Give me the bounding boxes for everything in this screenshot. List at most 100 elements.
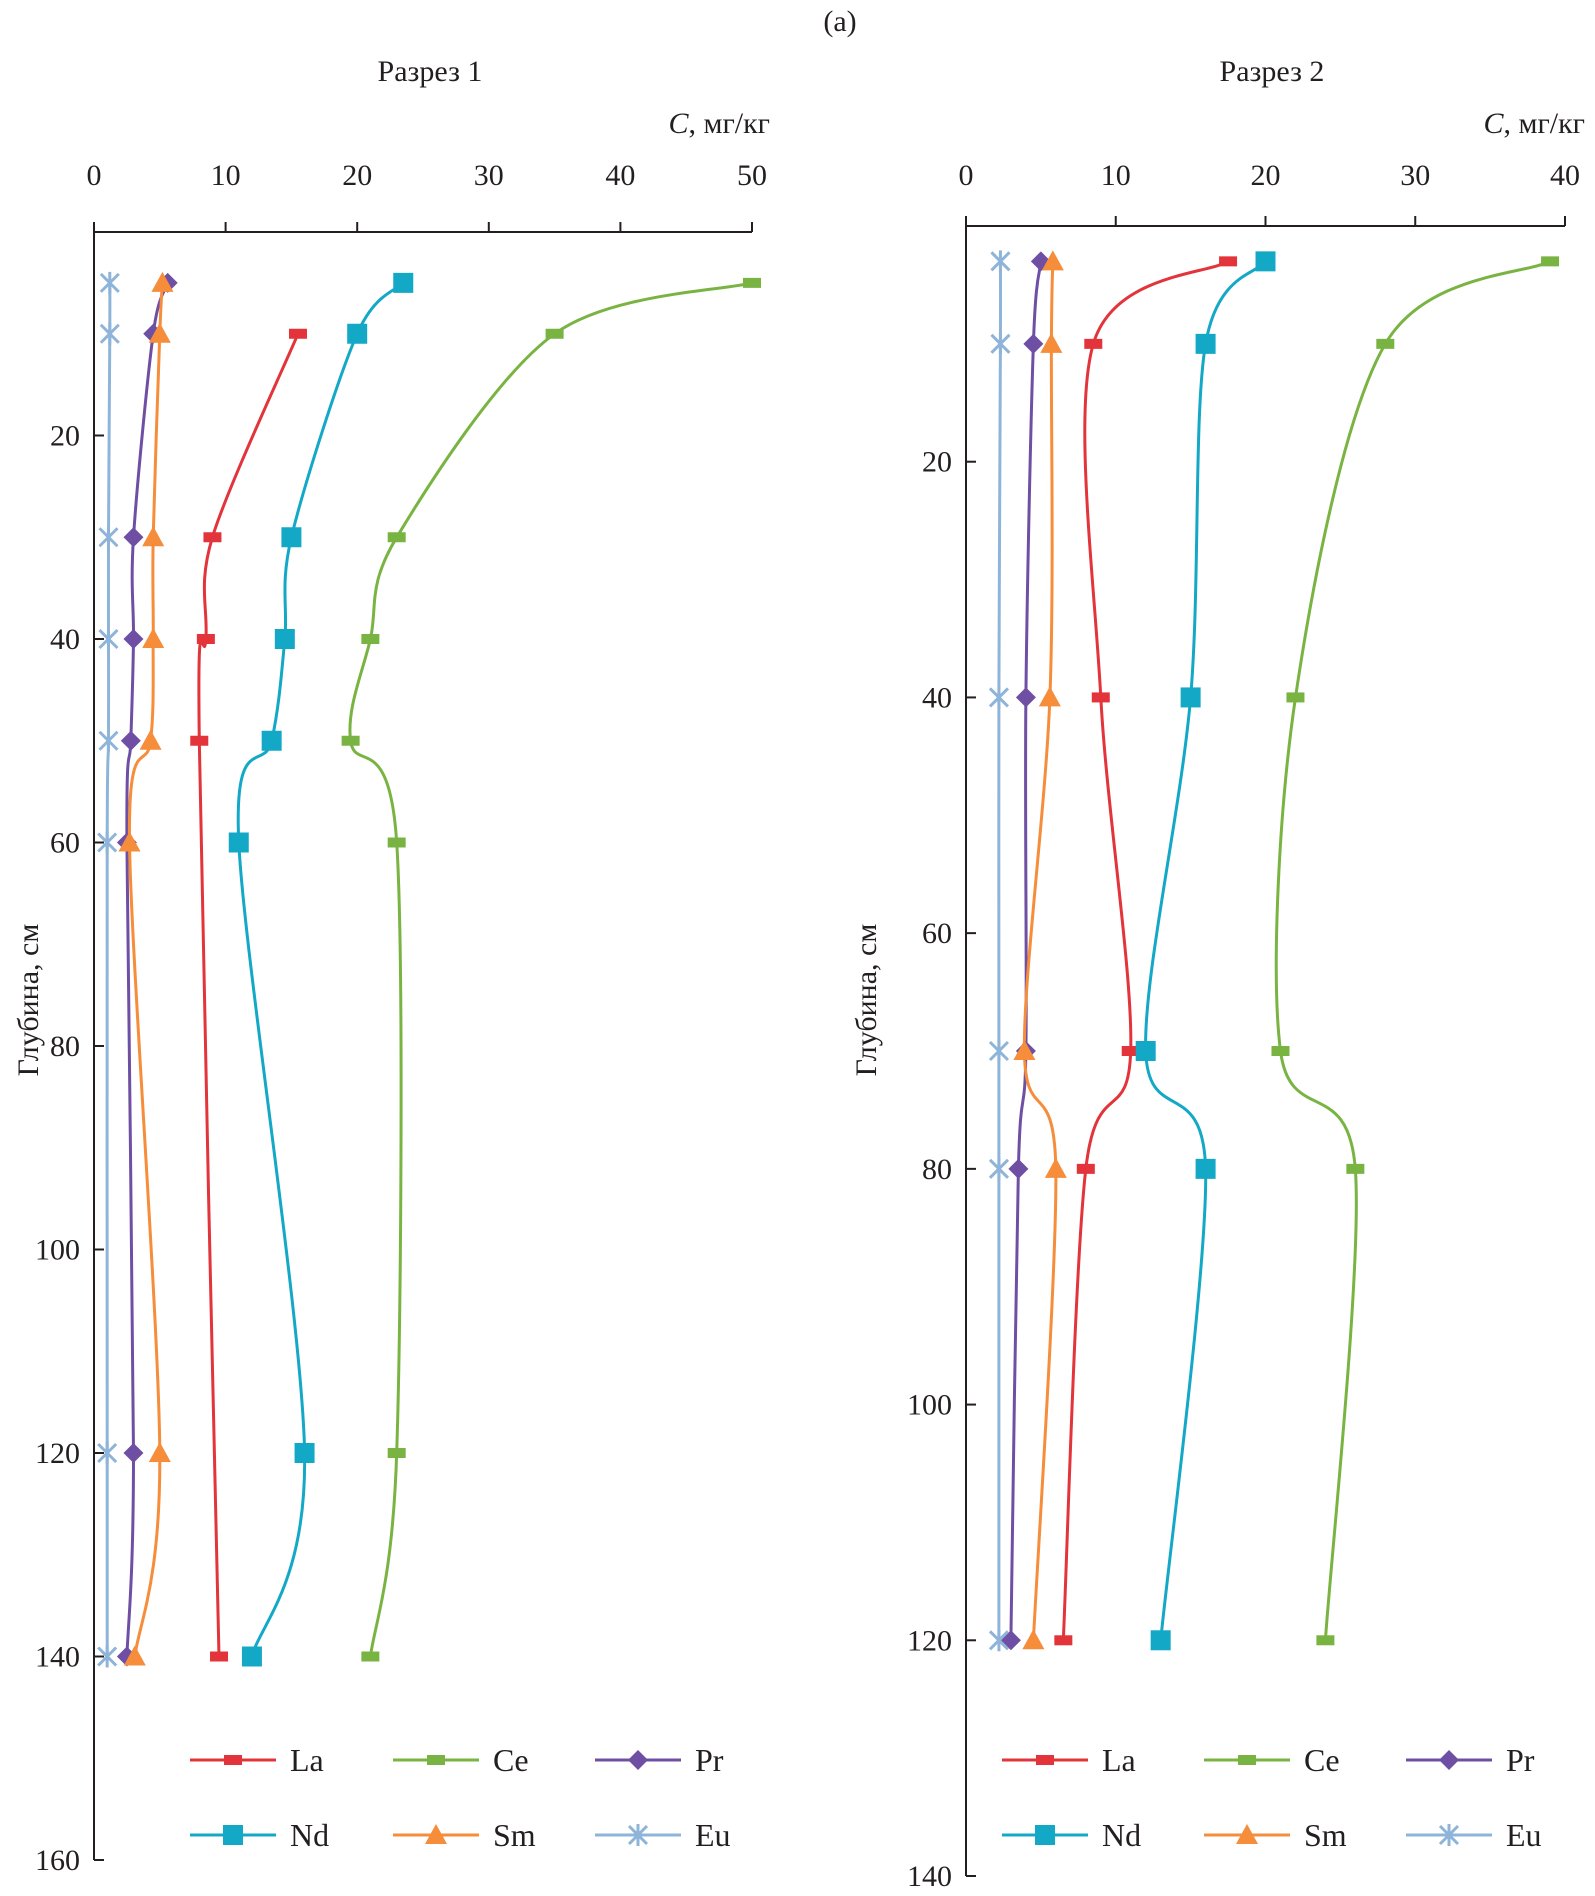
legend-item-sm: Sm: [393, 1817, 536, 1853]
y-tick-label: 140: [907, 1860, 952, 1893]
series-line-eu: [105, 282, 112, 1657]
data-point-pr: [123, 527, 144, 548]
legend-label: La: [290, 1742, 324, 1778]
legend-marker: [223, 1825, 243, 1845]
series-line-ce: [1274, 260, 1551, 1641]
legend-marker: [1035, 1825, 1055, 1845]
legend-item-eu: Eu: [595, 1817, 731, 1853]
data-point-eu: [988, 1629, 1010, 1652]
data-point-pr: [123, 629, 144, 649]
data-point-sm: [139, 729, 162, 750]
data-point-la: [1121, 1046, 1140, 1056]
legend-item-eu: Eu: [1406, 1817, 1542, 1853]
y-axis-label: Глубина, см: [12, 924, 45, 1077]
data-point-ce: [1316, 1635, 1335, 1646]
x-axis-label: C, мг/кг: [668, 107, 770, 140]
legend-marker: [224, 1755, 242, 1765]
data-point-eu: [990, 250, 1011, 273]
data-point-ce: [545, 328, 564, 339]
y-tick-label: 120: [907, 1624, 952, 1657]
data-point-ce: [1376, 338, 1395, 349]
legend-item-ce: Ce: [393, 1742, 529, 1778]
data-point-ce: [341, 735, 360, 746]
data-point-eu: [98, 628, 119, 650]
data-point-ce: [1346, 1163, 1365, 1174]
data-point-sm: [142, 526, 165, 547]
x-tick-label: 50: [737, 159, 767, 192]
data-point-nd: [1255, 251, 1276, 272]
data-point-la: [210, 1651, 229, 1662]
data-point-ce: [361, 634, 380, 644]
legend-marker: [1236, 1824, 1258, 1844]
data-point-nd: [1195, 333, 1216, 354]
data-point-ce: [387, 837, 406, 848]
series-line-sm: [1022, 261, 1058, 1641]
data-point-nd: [228, 832, 249, 853]
data-point-nd: [1195, 1158, 1216, 1179]
data-point-la: [1084, 338, 1103, 349]
legend-label: Sm: [1304, 1817, 1347, 1853]
y-tick-label: 80: [922, 1153, 952, 1186]
chart-title: Разрез 1: [378, 55, 483, 88]
legend-item-ce: Ce: [1204, 1742, 1340, 1778]
data-point-nd: [294, 1443, 315, 1463]
x-tick-label: 40: [1550, 159, 1580, 192]
y-tick-label: 140: [35, 1641, 80, 1674]
legend-marker: [1238, 1755, 1256, 1765]
data-point-eu: [98, 729, 119, 752]
x-tick-label: 20: [342, 159, 372, 192]
legend-label: Ce: [493, 1742, 529, 1778]
data-point-sm: [1040, 332, 1063, 353]
data-point-la: [190, 735, 209, 746]
data-point-eu: [990, 332, 1011, 355]
x-axis-label: C, мг/кг: [1483, 107, 1585, 140]
data-point-sm: [142, 628, 165, 648]
data-point-la: [1091, 692, 1110, 703]
y-tick-label: 80: [50, 1030, 80, 1063]
data-point-la: [288, 328, 307, 339]
data-point-la: [1219, 256, 1238, 267]
y-tick-label: 40: [50, 623, 80, 656]
y-axis-label: Глубина, см: [850, 924, 883, 1077]
data-point-pr: [1015, 687, 1036, 708]
data-point-sm: [1022, 1629, 1045, 1650]
data-point-nd: [274, 629, 295, 649]
data-point-sm: [1013, 1040, 1036, 1060]
x-tick-label: 40: [605, 159, 635, 192]
legend-label: Pr: [695, 1742, 724, 1778]
data-point-ce: [361, 1651, 380, 1662]
legend-label: Nd: [290, 1817, 329, 1853]
data-point-ce: [387, 532, 406, 543]
data-point-sm: [118, 831, 141, 852]
legend-item-sm: Sm: [1204, 1817, 1347, 1853]
chart-section-1: Разрез 1 C, мг/кг 0 10 20 30 40 50 20 40 60 80 100 12…: [12, 55, 770, 1877]
data-point-la: [196, 634, 215, 644]
data-point-nd: [241, 1646, 262, 1667]
data-point-pr: [123, 1443, 144, 1463]
data-point-sm: [123, 1645, 146, 1666]
series-line-pr: [125, 282, 170, 1657]
legend-marker: [1036, 1755, 1054, 1765]
data-point-eu: [988, 1157, 1010, 1180]
legend-marker: [427, 1755, 445, 1765]
legend-marker: [1438, 1824, 1460, 1846]
data-point-nd: [1135, 1041, 1156, 1061]
series-line-pr: [1009, 261, 1043, 1641]
data-point-ce: [743, 277, 761, 288]
series-line-la: [1061, 260, 1229, 1641]
data-point-eu: [98, 526, 119, 549]
y-tick-label: 120: [35, 1437, 80, 1470]
y-tick-label: 160: [35, 1844, 80, 1877]
data-point-nd: [1180, 687, 1201, 708]
data-point-nd: [1150, 1630, 1171, 1651]
y-tick-label: 100: [907, 1389, 952, 1422]
legend-item-pr: Pr: [1406, 1742, 1535, 1778]
data-point-eu: [97, 1442, 118, 1464]
data-point-nd: [393, 272, 414, 293]
data-point-pr: [1008, 1158, 1029, 1179]
chart-title: Разрез 2: [1220, 55, 1325, 88]
data-point-ce: [1286, 692, 1305, 703]
data-point-ce: [1541, 256, 1560, 267]
data-point-eu: [97, 1645, 118, 1668]
